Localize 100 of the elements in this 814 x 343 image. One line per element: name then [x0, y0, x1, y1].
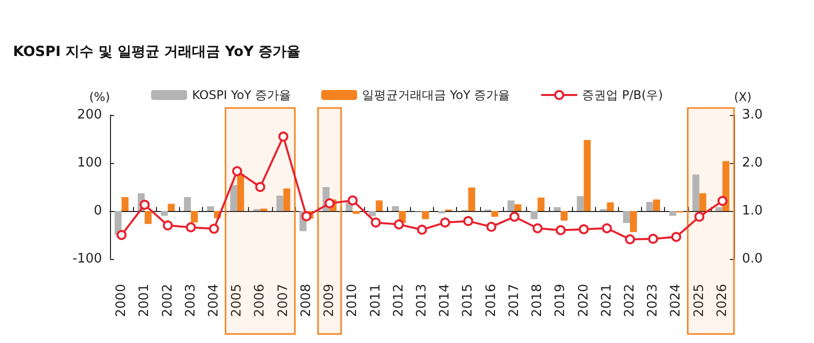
bar	[623, 211, 630, 223]
y2-tick-label: 1.0	[742, 204, 763, 218]
x-tick-label: 2026	[714, 284, 730, 317]
point	[509, 212, 520, 222]
x-tick-label: 2020	[576, 284, 592, 317]
x-tick-label: 2008	[298, 284, 314, 317]
x-tick-label: 2024	[668, 284, 684, 317]
x-tick-label: 2002	[160, 284, 176, 317]
point	[162, 220, 173, 230]
bar	[376, 200, 383, 211]
point	[255, 182, 266, 192]
y-tick-label: 100	[77, 156, 102, 170]
y-tick-label: -100	[72, 252, 102, 266]
point	[324, 198, 335, 208]
point	[370, 218, 381, 228]
y2-tick-label: 3.0	[742, 108, 763, 122]
point	[394, 219, 404, 230]
y-tick-label: 0	[94, 204, 102, 218]
x-tick-label: 2019	[553, 284, 568, 317]
y2-tick-label: 2.0	[742, 156, 763, 170]
point	[186, 222, 196, 232]
point	[278, 132, 288, 142]
bar	[606, 202, 614, 211]
bar	[184, 197, 191, 211]
x-tick-label: 2013	[414, 284, 430, 317]
bar	[514, 204, 522, 211]
x-tick-label: 2005	[230, 284, 245, 317]
point	[232, 166, 242, 176]
x-tick-label: 2009	[322, 284, 338, 317]
x-tick-label: 2003	[183, 284, 198, 317]
legend-label: 일평균거래대금 YoY 증가율	[362, 88, 510, 102]
bar	[276, 196, 284, 211]
bar	[699, 193, 706, 211]
x-tick-label: 2007	[276, 284, 291, 317]
y2-axis-title: (X)	[734, 90, 752, 104]
bar	[560, 211, 568, 221]
bar	[584, 140, 591, 211]
bar	[508, 200, 514, 211]
y-axis-title: (%)	[89, 90, 110, 104]
bar	[630, 211, 637, 232]
bar	[716, 207, 722, 211]
point	[301, 211, 312, 222]
x-tick-label: 2012	[391, 284, 406, 317]
bar	[283, 188, 290, 211]
x-tick-label: 2004	[206, 284, 222, 317]
bar	[653, 199, 660, 211]
point	[578, 224, 589, 234]
legend-label: 증권업 P/B(우)	[582, 88, 663, 102]
bar	[530, 211, 538, 220]
x-tick-label: 2010	[345, 284, 360, 317]
bar	[554, 207, 561, 211]
point	[717, 196, 728, 206]
bar	[122, 197, 128, 211]
x-tick-label: 2021	[599, 284, 614, 317]
bar	[160, 211, 168, 216]
bar	[190, 211, 198, 223]
point	[648, 234, 658, 244]
bar	[669, 211, 676, 216]
x-tick-label: 2006	[252, 284, 268, 317]
bar	[392, 206, 399, 211]
bar	[237, 174, 244, 211]
bar	[538, 198, 544, 211]
bar	[230, 185, 238, 211]
point	[486, 222, 496, 232]
point	[532, 223, 543, 234]
legend-label: KOSPI YoY 증가율	[192, 88, 292, 102]
bar	[576, 196, 584, 211]
bar	[168, 204, 175, 211]
point	[116, 230, 127, 240]
x-tick-label: 2025	[692, 284, 707, 317]
point	[556, 225, 566, 236]
x-tick-label: 2000	[114, 284, 130, 317]
bar	[491, 211, 498, 217]
bar	[144, 211, 152, 224]
chart-title: KOSPI 지수 및 일평균 거래대금 YoY 증가율	[13, 44, 301, 60]
bar	[692, 174, 700, 211]
bar	[468, 187, 476, 211]
point	[209, 224, 219, 234]
bar	[646, 202, 654, 211]
x-tick-label: 2023	[646, 284, 661, 317]
y2-tick-label: 0.0	[742, 252, 763, 266]
x-tick-label: 2018	[530, 284, 546, 317]
x-tick-label: 2017	[506, 284, 522, 317]
x-tick-label: 2015	[460, 284, 476, 317]
x-tick-label: 2001	[137, 284, 152, 317]
point	[602, 223, 612, 234]
y-tick-label: 200	[77, 108, 102, 122]
bar	[207, 206, 214, 211]
point	[140, 200, 150, 210]
point	[440, 218, 450, 228]
point	[417, 224, 427, 235]
x-tick-label: 2011	[368, 284, 384, 317]
point	[463, 216, 474, 226]
bar	[352, 211, 360, 214]
x-tick-label: 2016	[484, 284, 499, 317]
bar	[422, 211, 429, 220]
point	[348, 195, 358, 206]
point	[671, 232, 682, 242]
x-tick-label: 2014	[438, 284, 453, 317]
point	[694, 212, 704, 222]
